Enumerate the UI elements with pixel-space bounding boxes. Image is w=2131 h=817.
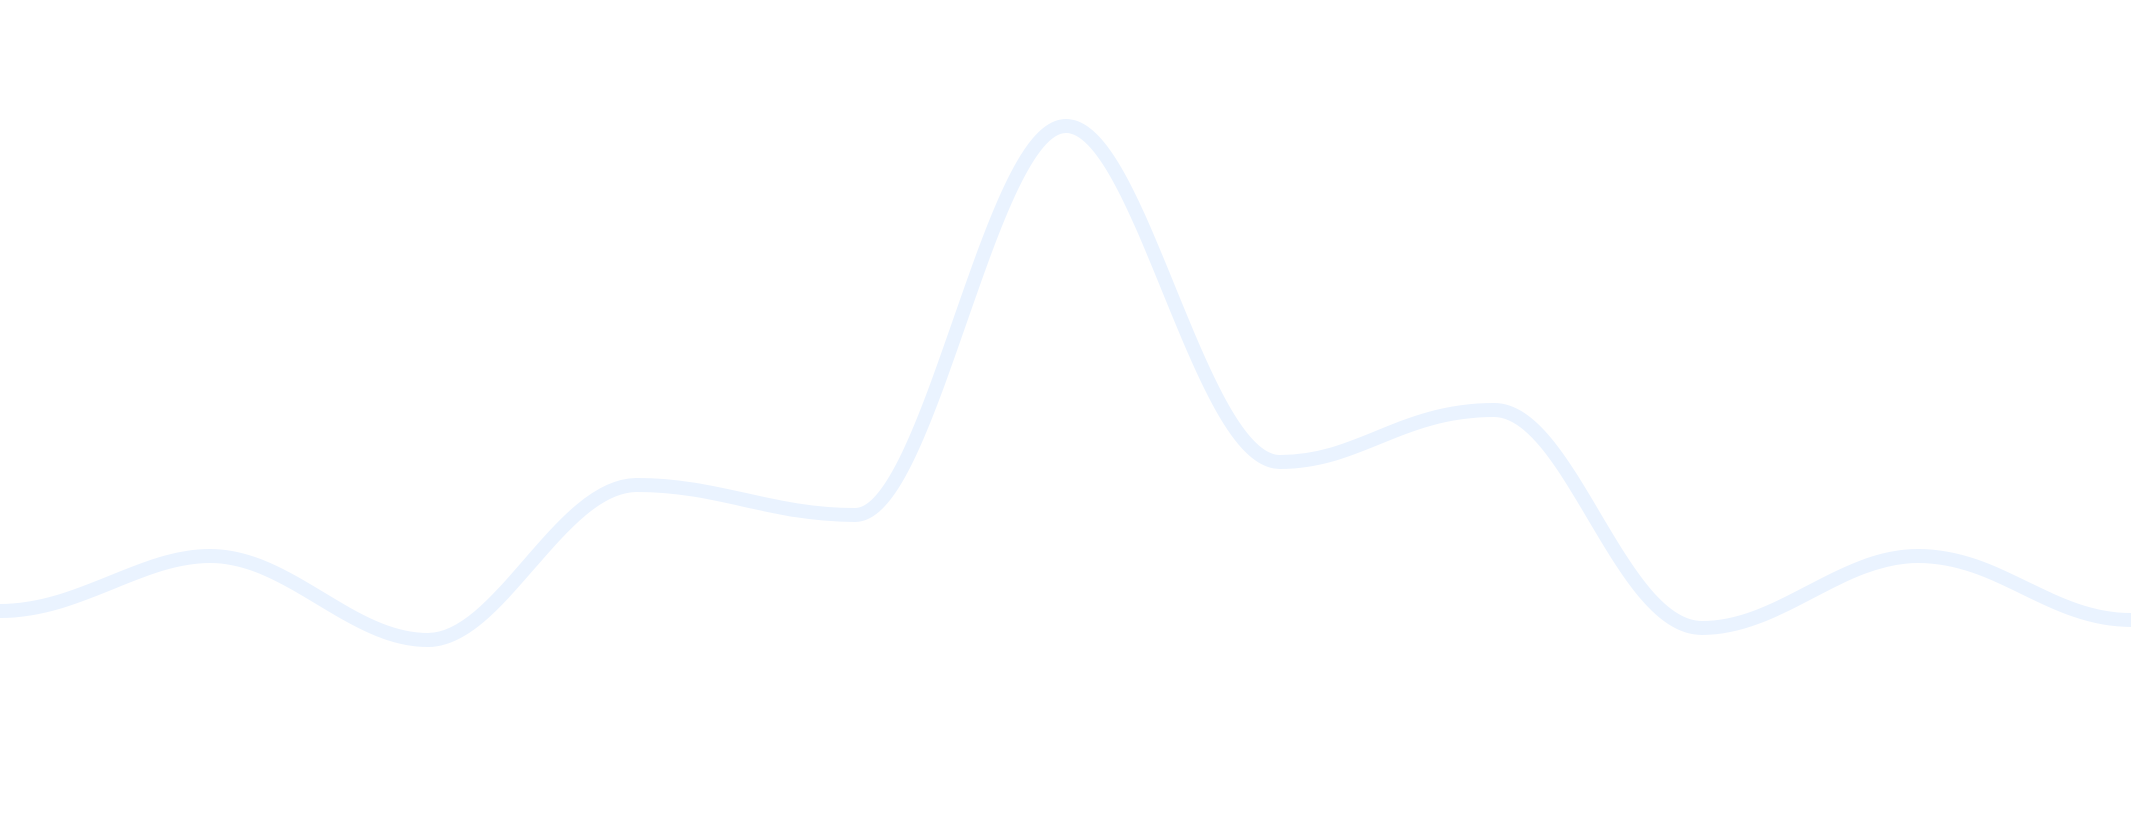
wave-line — [0, 119, 2131, 647]
